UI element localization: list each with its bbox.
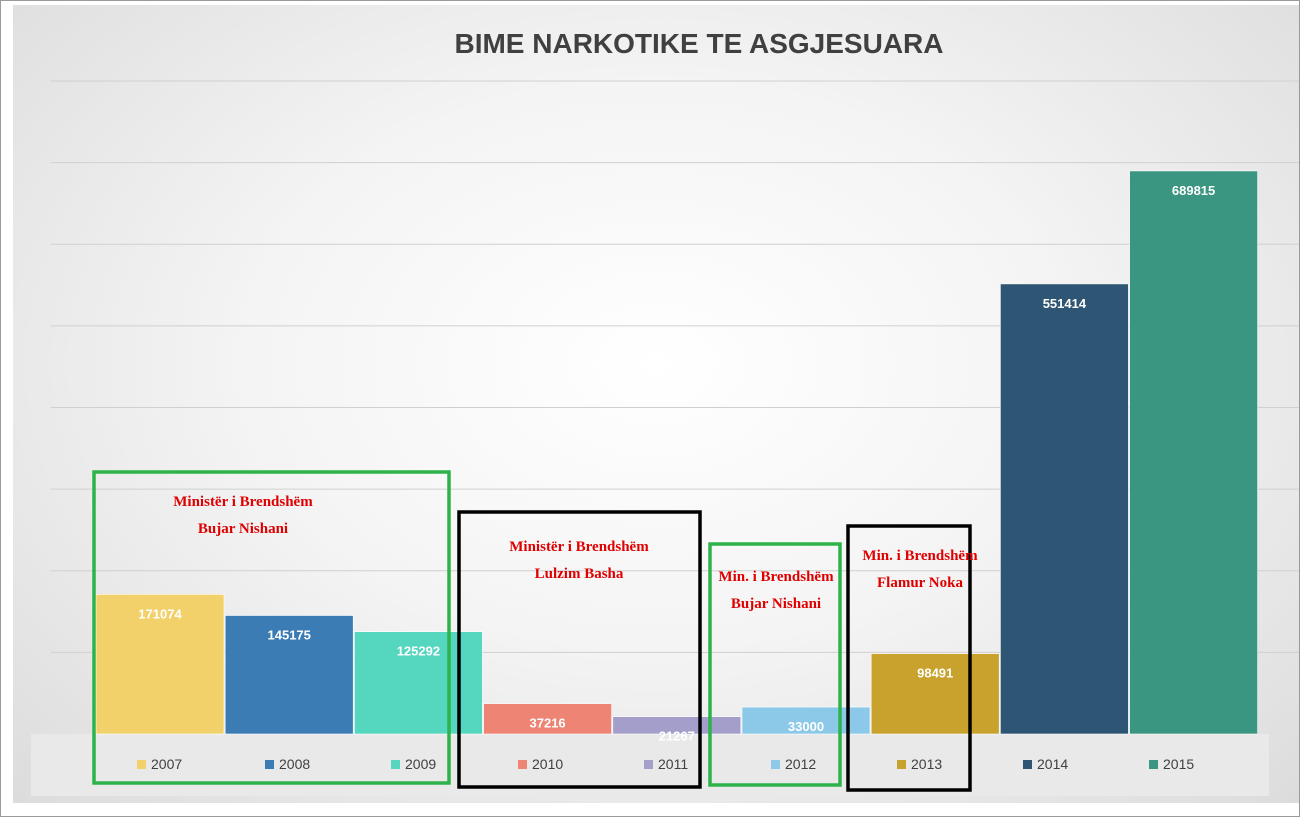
data-label-2012: 33000 (788, 719, 824, 734)
legend-label-2012: 2012 (785, 756, 816, 772)
legend-label-2015: 2015 (1163, 756, 1194, 772)
annotation-text-4-2: Flamur Noka (877, 575, 963, 591)
legend-swatch-2015 (1149, 760, 1158, 769)
data-label-2009: 125292 (397, 644, 440, 659)
chart-title: BIME NARKOTIKE TE ASGJESUARA (454, 28, 943, 59)
legend-label-2011: 2011 (658, 756, 688, 772)
data-label-2013: 98491 (917, 666, 953, 681)
annotation-box-1 (92, 470, 451, 785)
legend-label-2010: 2010 (532, 756, 563, 772)
annotation-text-4-1: Min. i Brendshëm (862, 548, 978, 564)
data-label-2010: 37216 (530, 716, 566, 731)
annotation-text-2-2: Lulzim Basha (535, 566, 624, 582)
bar-2013 (870, 653, 1000, 735)
legend-label-2007: 2007 (151, 756, 182, 772)
legend-swatch-2007 (137, 760, 146, 769)
data-label-2011: 21267 (659, 729, 695, 744)
bar-2007 (95, 594, 225, 735)
legend-swatch-2013 (897, 760, 906, 769)
annotation-box-4 (846, 524, 972, 792)
legend-label-2009: 2009 (405, 756, 436, 772)
annotation-text-3-2: Bujar Nishani (731, 596, 821, 612)
bar-2010 (483, 703, 612, 735)
legend-label-2014: 2014 (1037, 756, 1068, 772)
data-label-2008: 145175 (268, 628, 311, 643)
annotation-text-1-1: Ministër i Brendshëm (173, 494, 313, 510)
legend-swatch-2009 (391, 760, 400, 769)
annotation-text-2-1: Ministër i Brendshëm (509, 539, 649, 555)
bar-2009 (354, 631, 483, 735)
bar-2015 (1129, 170, 1258, 735)
legend-swatch-2012 (771, 760, 780, 769)
data-label-2015: 689815 (1172, 183, 1215, 198)
legend-swatch-2010 (518, 760, 527, 769)
legend-swatch-2008 (265, 760, 274, 769)
annotation-text-1-2: Bujar Nishani (198, 521, 288, 537)
bar-2014 (1000, 283, 1129, 735)
legend-label-2008: 2008 (279, 756, 310, 772)
annotation-box-2 (457, 510, 702, 789)
bar-2008 (224, 615, 354, 735)
legend-swatch-2011 (644, 760, 653, 769)
annotation-text-3-1: Min. i Brendshëm (718, 569, 834, 585)
annotations: Ministër i Brendshëm Bujar Nishani Ministë… (92, 470, 978, 792)
legend-label-2013: 2013 (911, 756, 942, 772)
bars: 171074 145175 125292 37216 21267 33000 98491 55… (95, 170, 1258, 744)
legend: 2007 2008 2009 2010 2011 2012 2013 2014 2015 (137, 756, 1194, 772)
legend-swatch-2014 (1023, 760, 1032, 769)
data-label-2014: 551414 (1043, 296, 1087, 311)
data-label-2007: 171074 (138, 606, 182, 621)
annotation-box-3 (708, 542, 842, 787)
